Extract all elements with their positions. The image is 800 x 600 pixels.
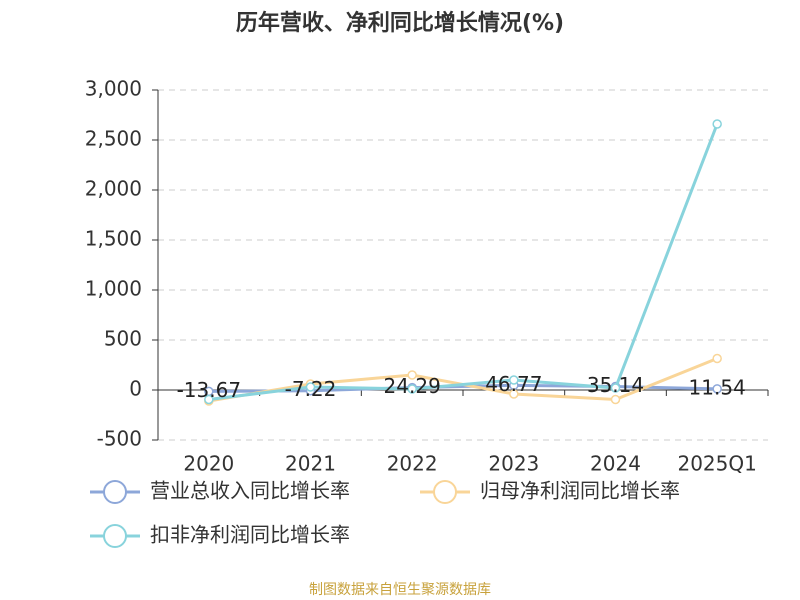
y-tick-label: 1,500 — [85, 227, 142, 251]
y-tick-label: 3,000 — [85, 77, 142, 101]
data-point — [407, 370, 417, 380]
data-point — [712, 384, 722, 394]
y-tick-label: 2,000 — [85, 177, 142, 201]
legend-marker — [103, 480, 127, 504]
legend-marker — [103, 524, 127, 548]
data-point — [509, 375, 519, 385]
data-label: 11.54 — [689, 375, 746, 399]
data-point — [305, 382, 316, 392]
series-line — [208, 123, 719, 401]
x-tick-label: 2023 — [488, 452, 539, 476]
data-point — [610, 394, 621, 405]
data-point — [407, 384, 417, 394]
data-point — [509, 389, 519, 399]
data-label: -7.22 — [285, 377, 337, 401]
chart-title: 历年营收、净利同比增长情况(%) — [236, 10, 564, 36]
legend-label: 归母净利润同比增长率 — [480, 479, 680, 503]
legend-label: 营业总收入同比增长率 — [150, 479, 350, 503]
source-note: 制图数据来自恒生聚源数据库 — [309, 582, 491, 598]
x-tick-label: 2024 — [590, 452, 641, 476]
data-label: -13.67 — [177, 378, 241, 402]
data-point — [204, 394, 214, 405]
x-tick-label: 2025Q1 — [677, 452, 756, 476]
x-tick-label: 2020 — [183, 452, 234, 476]
legend-label: 扣非净利润同比增长率 — [150, 523, 350, 547]
data-label: 35.14 — [587, 373, 644, 397]
data-point — [712, 119, 722, 129]
y-tick-label: 1,000 — [85, 277, 142, 301]
y-tick-label: -500 — [97, 427, 142, 451]
series-line — [208, 383, 718, 393]
x-tick-label: 2022 — [387, 452, 438, 476]
data-label: 46.77 — [485, 372, 542, 396]
data-point — [712, 353, 722, 364]
y-tick-label: 2,500 — [85, 127, 142, 151]
y-tick-label: 0 — [129, 377, 142, 401]
legend-marker — [433, 480, 457, 504]
x-tick-label: 2021 — [285, 452, 336, 476]
data-label: 24.29 — [384, 374, 441, 398]
data-point — [610, 383, 621, 393]
y-tick-label: 500 — [104, 327, 142, 351]
